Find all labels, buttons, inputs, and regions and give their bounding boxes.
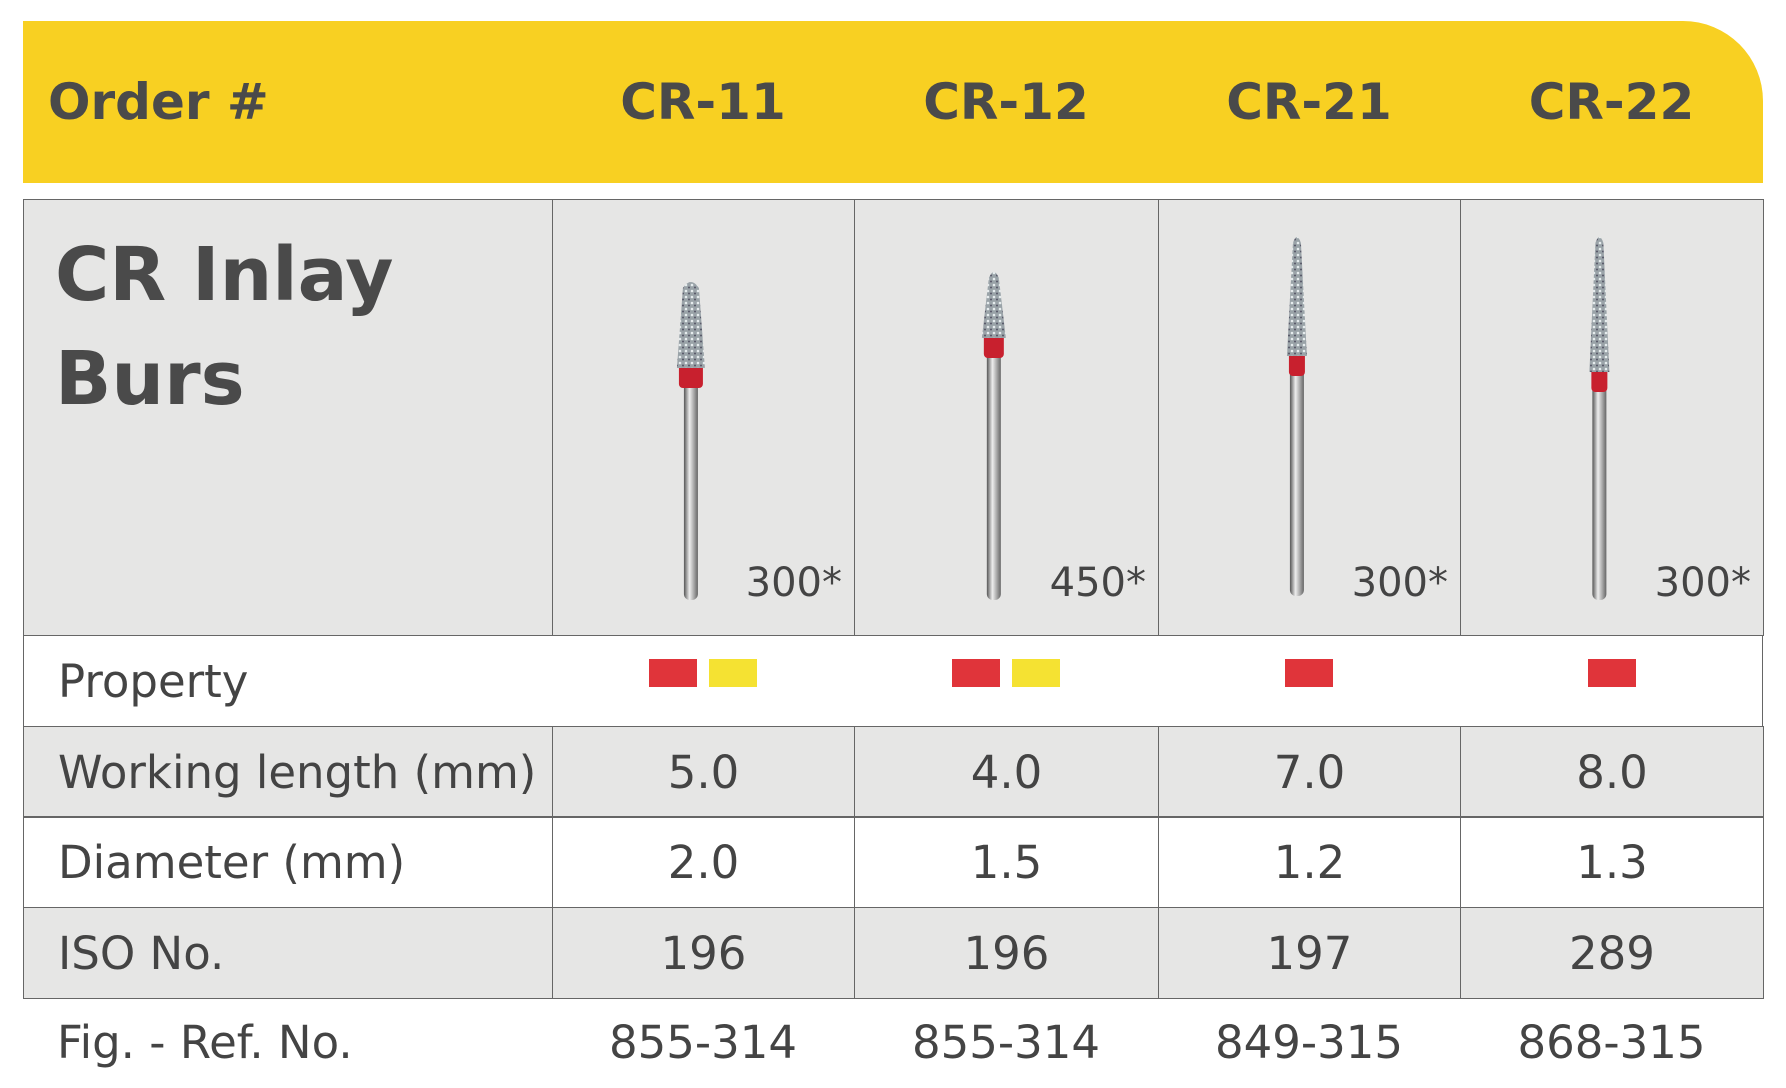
row-label: Fig. - Ref. No.	[57, 1016, 353, 1069]
grit-label: 450*	[1049, 560, 1146, 606]
grit-label: 300*	[1351, 560, 1448, 606]
row-value: 868-315	[1517, 1016, 1706, 1069]
header-column: CR-12	[923, 73, 1089, 131]
title-line: CR Inlay	[55, 232, 394, 318]
header-column: CR-21	[1226, 73, 1392, 131]
row-value: 7.0	[1158, 726, 1461, 818]
row-value: 1.3	[1460, 816, 1764, 908]
row-value: 855-314	[608, 1016, 798, 1069]
property-swatch	[1012, 659, 1060, 687]
row-label: Property	[23, 635, 1763, 727]
header-label: Order #	[48, 73, 269, 131]
row-label: ISO No.	[23, 907, 553, 999]
row-value: 1.5	[854, 816, 1159, 908]
product-cell	[1158, 199, 1461, 636]
grit-label: 300*	[745, 560, 842, 606]
row-value: 196	[854, 907, 1159, 999]
bur-image	[1286, 237, 1307, 596]
row-value: 4.0	[854, 726, 1159, 818]
row-value: 2.0	[552, 816, 855, 908]
property-swatch	[952, 659, 1000, 687]
row-value: 849-315	[1214, 1016, 1404, 1069]
row-value: 8.0	[1460, 726, 1764, 818]
grit-label: 300*	[1654, 560, 1751, 606]
title-cell	[23, 199, 553, 636]
property-swatch	[1285, 659, 1333, 687]
row-value: 1.2	[1158, 816, 1461, 908]
property-swatch	[1587, 659, 1636, 687]
row-label: Diameter (mm)	[23, 816, 553, 908]
product-title: CR Inlay Burs	[55, 223, 394, 431]
header-column: CR-11	[620, 73, 786, 131]
row-label: Working length (mm)	[23, 726, 553, 818]
title-line: Burs	[55, 336, 245, 422]
row-value: 855-314	[911, 1016, 1101, 1069]
row-value: 289	[1460, 907, 1764, 999]
bur-image	[1589, 237, 1610, 600]
header-column: CR-22	[1528, 73, 1695, 131]
header-bar	[23, 21, 1763, 183]
product-cell	[1460, 199, 1764, 636]
bur-image	[981, 272, 1006, 600]
row-value: 196	[552, 907, 855, 999]
row-value: 5.0	[552, 726, 855, 818]
product-cell	[854, 199, 1159, 636]
property-swatch	[649, 659, 697, 687]
row-value: 197	[1158, 907, 1461, 999]
bur-image	[676, 282, 705, 600]
property-swatch	[709, 659, 757, 687]
